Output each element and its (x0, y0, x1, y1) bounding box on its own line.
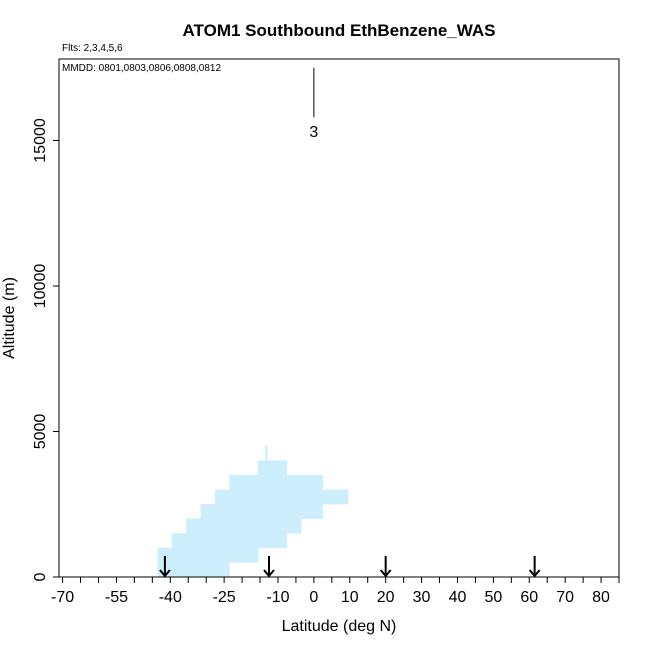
coverage-cell (301, 474, 316, 520)
flight-arrow (528, 556, 541, 578)
flights-note: Flts: 2,3,4,5,6 (62, 43, 123, 54)
x-tick-label: 10 (341, 589, 359, 606)
profile-marker-label: 3 (309, 124, 318, 141)
flight-arrow-head (528, 569, 541, 578)
coverage-cell (272, 460, 288, 549)
coverage-cell (186, 518, 202, 578)
coverage-area (157, 445, 349, 578)
chart-title: ATOM1 Southbound EthBenzene_WAS (183, 21, 496, 40)
coverage-cell (243, 474, 259, 563)
x-axis-label: Latitude (deg N) (282, 618, 397, 635)
coverage-cell (265, 445, 268, 461)
y-axis: 0 5000 10000 15000 (32, 118, 59, 581)
y-tick-label: 10000 (32, 264, 49, 309)
flight-arrow (379, 556, 392, 578)
flight-arrow-head (159, 569, 171, 578)
flight-arrows (159, 556, 541, 578)
coverage-cell (257, 460, 273, 549)
coverage-cell (214, 489, 230, 578)
coverage-cell (200, 503, 216, 578)
x-tick-label: 50 (484, 589, 502, 606)
x-tick-label: 0 (309, 589, 318, 606)
x-tick-label: 60 (520, 589, 538, 606)
x-tick-label: 80 (592, 589, 610, 606)
y-axis-label: Altitude (m) (1, 277, 18, 359)
coverage-cell (229, 474, 245, 563)
x-axis: -70 -55 -40 -25 -10 0 10 20 30 40 50 60 70 80 (51, 576, 620, 606)
coverage-cell (286, 474, 302, 534)
dates-note: MMDD: 0801,0803,0806,0808,0812 (62, 63, 221, 74)
x-tick-label: -40 (159, 589, 182, 606)
flight-arrow (159, 556, 171, 578)
y-tick-label: 15000 (32, 118, 49, 163)
y-tick-label: 5000 (32, 414, 49, 450)
x-tick-label: -55 (105, 589, 128, 606)
x-tick-label: 40 (449, 589, 467, 606)
x-tick-label: 30 (413, 589, 431, 606)
flight-arrow-head (379, 569, 392, 578)
x-tick-label: -70 (51, 589, 74, 606)
x-tick-label: -25 (213, 589, 236, 606)
x-tick-label: 20 (377, 589, 395, 606)
flight-arrow (263, 556, 275, 578)
coverage-cell (322, 489, 349, 505)
coverage-cell (171, 533, 187, 578)
y-tick-label: 0 (32, 572, 49, 581)
x-tick-label: -10 (266, 589, 289, 606)
x-tick-label: 70 (556, 589, 574, 606)
coverage-cell (315, 474, 324, 520)
flight-arrow-head (263, 569, 275, 578)
profile-marker: 3 (309, 67, 318, 141)
